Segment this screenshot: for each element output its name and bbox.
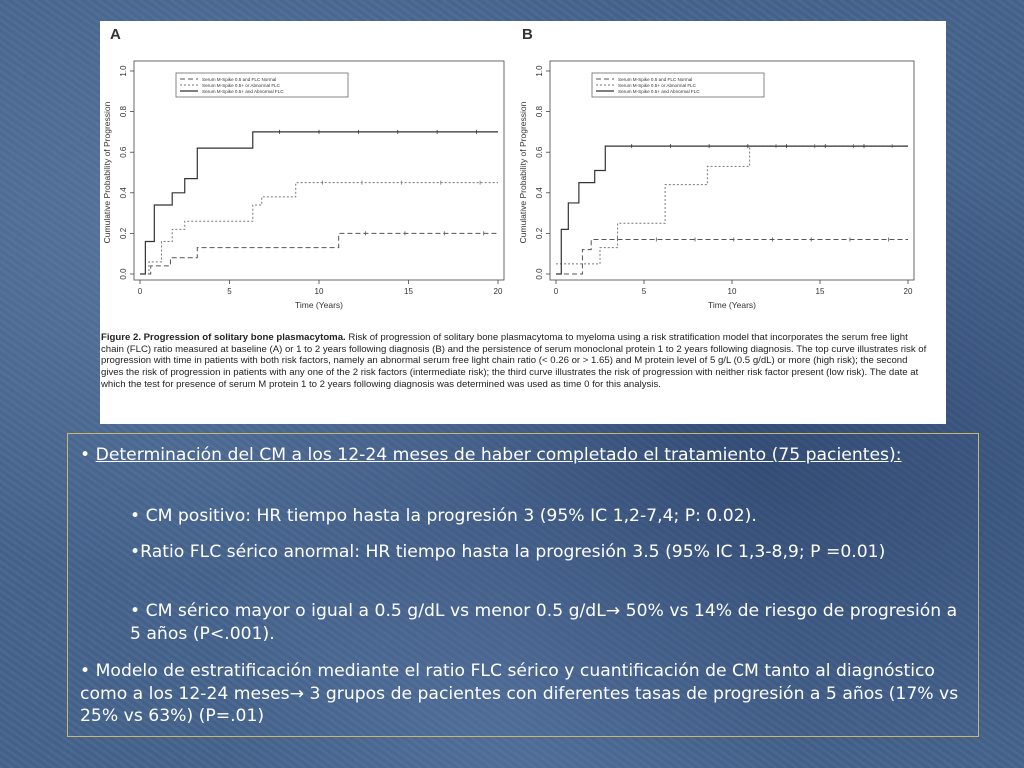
caption-body: Risk of progression of solitary bone pla… bbox=[101, 332, 927, 390]
bullet-text-box: • Determinación del CM a los 12-24 meses… bbox=[67, 433, 979, 737]
legend-label: Serum M-Spike 0.5 and FLC Normal bbox=[202, 77, 276, 82]
x-tick-label: 20 bbox=[904, 287, 913, 296]
x-tick-label: 10 bbox=[315, 287, 324, 296]
legend-label: Serum M-Spike 0.5+ and Abnormal FLC bbox=[618, 89, 700, 94]
x-tick-label: 15 bbox=[816, 287, 825, 296]
bullet-2: • Modelo de estratificación mediante el … bbox=[80, 661, 959, 726]
x-tick-label: 20 bbox=[494, 287, 503, 296]
series-line bbox=[556, 238, 908, 275]
y-axis-label: Cumulative Probability of Progression bbox=[518, 101, 528, 243]
x-tick-label: 5 bbox=[642, 287, 647, 296]
y-tick-label: 0.0 bbox=[535, 268, 544, 280]
legend-box bbox=[591, 72, 765, 98]
series-line bbox=[556, 145, 908, 265]
chart-panel-b: B 0.0 0.2 0.4 0.6 0.8 1.0 0 5 10 15 20 Time (Years) C… bbox=[518, 26, 915, 310]
y-tick-label: 0.0 bbox=[119, 268, 128, 280]
bullet-1b: •Ratio FLC sérico anormal: HR tiempo has… bbox=[130, 542, 886, 562]
x-tick-label: 10 bbox=[728, 287, 737, 296]
x-tick-label: 0 bbox=[554, 287, 559, 296]
km-charts: A 0.0 0.2 0.4 0.6 0.8 1.0 0 5 10 15 20 Time (Years) C… bbox=[102, 26, 915, 310]
y-tick-label: 0.2 bbox=[119, 227, 128, 239]
panel-label: A bbox=[110, 26, 121, 43]
series-line bbox=[140, 182, 498, 275]
chart-panel-a: A 0.0 0.2 0.4 0.6 0.8 1.0 0 5 10 15 20 Time (Years) C… bbox=[102, 26, 505, 310]
y-tick-label: 0.8 bbox=[119, 105, 128, 117]
y-tick-label: 1.0 bbox=[535, 65, 544, 77]
x-axis-label: Time (Years) bbox=[295, 300, 343, 310]
caption-title: Figure 2. Progression of solitary bone p… bbox=[101, 332, 346, 343]
bullet-1c: • CM sérico mayor o igual a 0.5 g/dL vs … bbox=[130, 601, 958, 644]
y-tick-label: 0.4 bbox=[535, 187, 544, 199]
panel-label: B bbox=[522, 26, 533, 43]
y-axis-label: Cumulative Probability of Progression bbox=[102, 101, 112, 243]
figure-caption: Figure 2. Progression of solitary bone p… bbox=[101, 332, 931, 391]
y-tick-label: 0.6 bbox=[535, 146, 544, 158]
legend-label: Serum M-Spike 0.5+ or Abnormal FLC bbox=[202, 83, 281, 88]
series-line bbox=[140, 232, 498, 275]
y-tick-label: 0.4 bbox=[119, 187, 128, 199]
figure-panel: A 0.0 0.2 0.4 0.6 0.8 1.0 0 5 10 15 20 Time (Years) C… bbox=[100, 21, 946, 424]
y-tick-label: 1.0 bbox=[119, 65, 128, 77]
x-tick-label: 15 bbox=[404, 287, 413, 296]
legend-box bbox=[175, 72, 349, 98]
legend-label: Serum M-Spike 0.5 and FLC Normal bbox=[618, 77, 692, 82]
x-axis-label: Time (Years) bbox=[708, 300, 756, 310]
y-tick-label: 0.8 bbox=[535, 105, 544, 117]
x-tick-label: 5 bbox=[227, 287, 232, 296]
legend-label: Serum M-Spike 0.5+ or Abnormal FLC bbox=[618, 83, 697, 88]
series-line bbox=[556, 145, 908, 275]
bullet-1: • Determinación del CM a los 12-24 meses… bbox=[80, 444, 960, 467]
x-tick-label: 0 bbox=[138, 287, 143, 296]
y-tick-label: 0.2 bbox=[535, 227, 544, 239]
bullet-1-text: Determinación del CM a los 12-24 meses d… bbox=[95, 445, 902, 465]
y-tick-label: 0.6 bbox=[119, 146, 128, 158]
bullet-1a: • CM positivo: HR tiempo hasta la progre… bbox=[130, 506, 757, 526]
bullet-1-marker: • bbox=[80, 445, 96, 465]
legend-label: Serum M-Spike 0.5+ and Abnormal FLC bbox=[202, 89, 284, 94]
series-line bbox=[140, 131, 498, 275]
